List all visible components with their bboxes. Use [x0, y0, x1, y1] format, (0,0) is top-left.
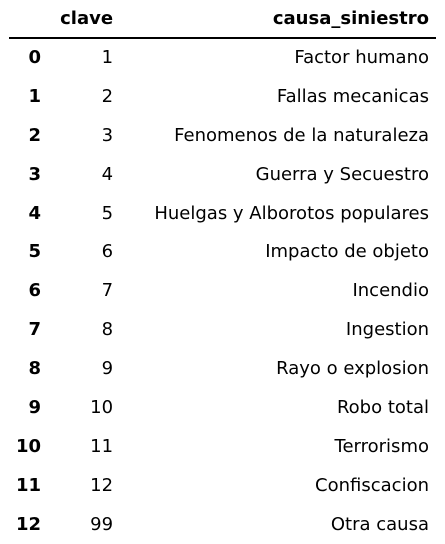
- clave-cell: 1: [101, 47, 114, 69]
- row-index: 7: [28, 319, 42, 341]
- table-row: 3 4 Guerra y Secuestro: [9, 155, 436, 194]
- row-index: 8: [28, 358, 42, 380]
- clave-cell: 10: [90, 396, 114, 418]
- table-row: 4 5 Huelgas y Alborotos populares: [9, 194, 436, 233]
- table-row: 9 10 Robo total: [9, 388, 436, 427]
- causa-cell: Terrorismo: [334, 435, 429, 457]
- causa-cell: Ingestion: [345, 319, 429, 341]
- clave-cell: 2: [101, 85, 114, 107]
- header-row: clave causa_siniestro: [9, 0, 436, 39]
- table-row: 10 11 Terrorismo: [9, 427, 436, 466]
- table-row: 8 9 Rayo o explosion: [9, 349, 436, 388]
- row-index: 10: [16, 435, 42, 457]
- table-row: 1 2 Fallas mecanicas: [9, 77, 436, 116]
- causa-cell: Robo total: [336, 396, 429, 418]
- clave-cell: 3: [101, 124, 114, 146]
- clave-cell: 6: [101, 241, 114, 263]
- index-header: [9, 0, 49, 39]
- clave-cell: 8: [101, 319, 114, 341]
- row-index: 11: [16, 474, 42, 496]
- row-index: 9: [28, 396, 42, 418]
- clave-cell: 7: [101, 280, 114, 302]
- clave-cell: 12: [90, 474, 114, 496]
- clave-cell: 99: [90, 513, 114, 535]
- causa-cell: Confiscacion: [315, 474, 429, 496]
- causa-cell: Incendio: [352, 280, 429, 302]
- causa-cell: Factor humano: [294, 47, 429, 69]
- column-header-clave: clave: [48, 0, 121, 39]
- row-index: 1: [28, 85, 42, 107]
- table-body: 0 1 Factor humano 1 2 Fallas mecanicas 2…: [9, 38, 436, 544]
- row-index: 0: [28, 47, 42, 69]
- causa-cell: Fenomenos de la naturaleza: [174, 124, 429, 146]
- dataframe-table: clave causa_siniestro 0 1 Factor humano …: [9, 0, 436, 544]
- causa-cell: Impacto de objeto: [265, 241, 429, 263]
- table-row: 11 12 Confiscacion: [9, 466, 436, 505]
- row-index: 5: [28, 241, 42, 263]
- table-row: 2 3 Fenomenos de la naturaleza: [9, 116, 436, 155]
- row-index: 12: [16, 513, 42, 535]
- row-index: 4: [28, 202, 42, 224]
- table-row: 12 99 Otra causa: [9, 505, 436, 544]
- table-row: 6 7 Incendio: [9, 271, 436, 310]
- causa-cell: Guerra y Secuestro: [255, 163, 429, 185]
- table-row: 0 1 Factor humano: [9, 38, 436, 77]
- row-index: 3: [28, 163, 42, 185]
- clave-cell: 4: [101, 163, 114, 185]
- table-header: clave causa_siniestro: [9, 0, 436, 39]
- table-row: 7 8 Ingestion: [9, 310, 436, 349]
- clave-cell: 5: [101, 202, 114, 224]
- row-index: 6: [28, 280, 42, 302]
- column-header-causa-siniestro: causa_siniestro: [120, 0, 436, 39]
- causa-cell: Huelgas y Alborotos populares: [154, 202, 429, 224]
- table-row: 5 6 Impacto de objeto: [9, 232, 436, 271]
- clave-cell: 11: [90, 435, 114, 457]
- causa-cell: Otra causa: [330, 513, 429, 535]
- causa-cell: Fallas mecanicas: [276, 85, 429, 107]
- causa-cell: Rayo o explosion: [276, 358, 429, 380]
- clave-cell: 9: [101, 358, 114, 380]
- row-index: 2: [28, 124, 42, 146]
